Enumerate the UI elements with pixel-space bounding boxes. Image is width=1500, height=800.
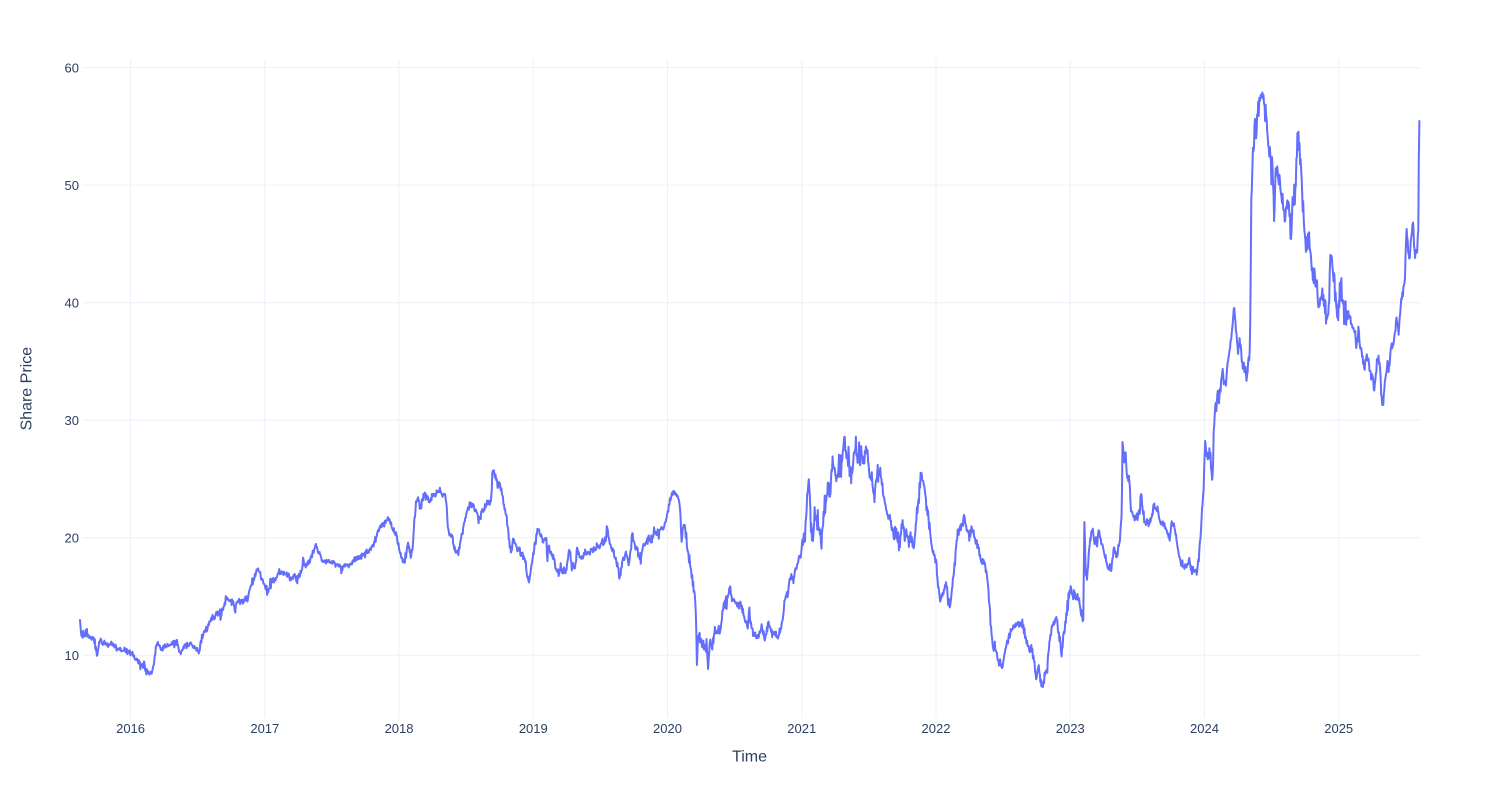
svg-text:Share Price: Share Price <box>19 347 36 431</box>
svg-text:2019: 2019 <box>519 721 548 736</box>
svg-text:2025: 2025 <box>1324 721 1353 736</box>
svg-text:40: 40 <box>65 295 79 310</box>
svg-text:Time: Time <box>732 749 767 766</box>
svg-text:2022: 2022 <box>922 721 951 736</box>
svg-text:10: 10 <box>65 648 79 663</box>
svg-text:2021: 2021 <box>787 721 816 736</box>
svg-text:20: 20 <box>65 530 79 545</box>
svg-text:2016: 2016 <box>116 721 145 736</box>
svg-text:2024: 2024 <box>1190 721 1219 736</box>
svg-text:2018: 2018 <box>385 721 414 736</box>
svg-text:50: 50 <box>65 178 79 193</box>
svg-text:60: 60 <box>65 60 79 75</box>
svg-text:2020: 2020 <box>653 721 682 736</box>
svg-text:30: 30 <box>65 413 79 428</box>
svg-text:2017: 2017 <box>250 721 279 736</box>
svg-text:2023: 2023 <box>1056 721 1085 736</box>
